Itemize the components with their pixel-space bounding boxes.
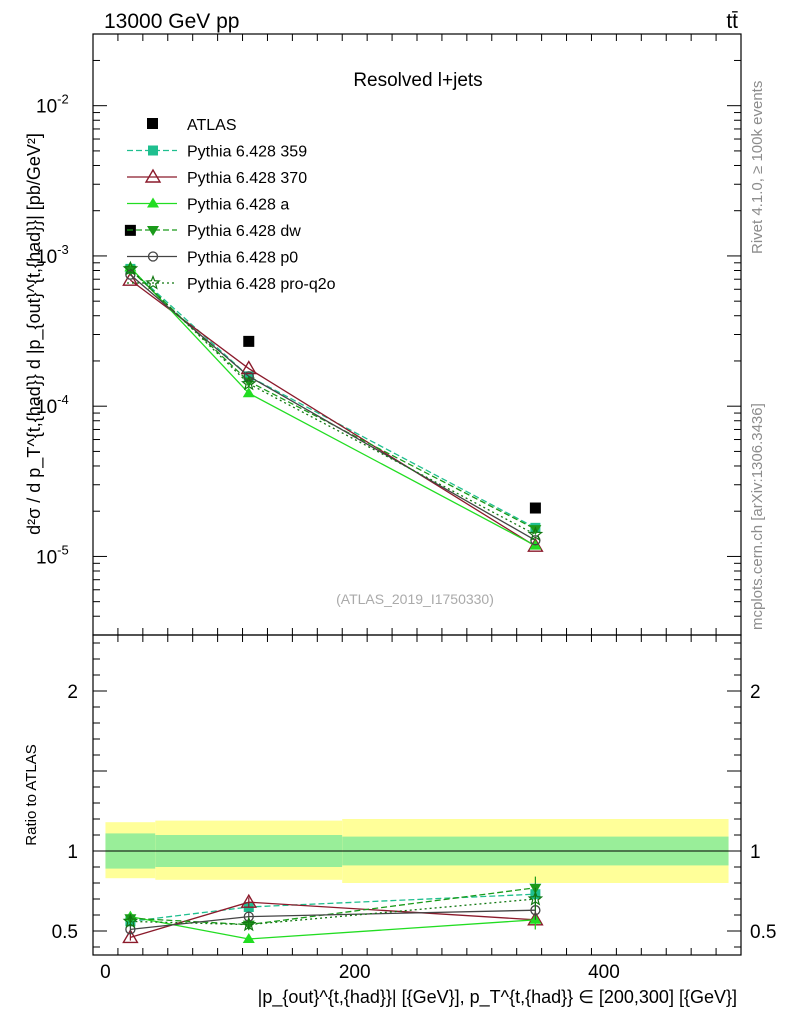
ratio-line-series-5 [130, 898, 536, 926]
ratio-y-tick-label-right-0: 0.5 [750, 922, 776, 943]
uncertainty-bands [105, 819, 729, 883]
main-y-tick-label-2: 10-3 [36, 242, 69, 268]
ratio-y-tick-label-2: 2 [67, 682, 78, 703]
analysis-watermark: (ATLAS_2019_I1750330) [336, 591, 494, 607]
legend-label-3: Pythia 6.428 dw [187, 223, 301, 240]
ratio-y-axis-label: Ratio to ATLAS [23, 744, 40, 845]
main-y-tick-label-3: 10-2 [36, 92, 69, 118]
ratio-y-tick-label-right-1: 1 [750, 842, 761, 863]
legend-marker-3 [147, 226, 159, 236]
ratio-point-series-5-2 [527, 890, 544, 906]
ratio-point-series-2-1 [242, 933, 255, 943]
main-point-series-1-1 [240, 360, 257, 375]
ratio-y-tick-label-right-2: 2 [750, 682, 761, 703]
main-point-series-4-1 [243, 371, 254, 382]
legend-label-4: Pythia 6.428 p0 [187, 250, 298, 267]
main-point-series-3-2 [529, 525, 542, 536]
legend-label-5: Pythia 6.428 pro-q2o [187, 276, 336, 293]
x-tick-label-2: 400 [588, 962, 620, 983]
legend-marker-1 [144, 168, 162, 183]
legend: ATLAS Pythia 6.428 359 Pythia 6.428 370 Pyt… [127, 117, 336, 293]
plot-title: Resolved l+jets [353, 70, 482, 91]
main-point-series-5-0 [122, 260, 139, 276]
axis-ticks: 0 200 400 10-5 10-4 10-3 10-2 0.5 0.5 1 1 2 2 [36, 33, 776, 983]
main-point-series-1-0 [122, 271, 139, 286]
atlas-point-1 [243, 335, 255, 347]
ratio-y-tick-label-1: 1 [67, 842, 78, 863]
ratio-point-series-1-0 [122, 929, 139, 944]
process-label: tt̄ [726, 10, 738, 33]
legend-label-2: Pythia 6.428 a [187, 197, 289, 214]
main-y-tick-label-0: 10-5 [36, 542, 69, 568]
energy-label: 13000 GeV pp [104, 10, 239, 33]
legend-marker-atlas [147, 118, 158, 129]
x-tick-label-0: 0 [100, 962, 111, 983]
x-tick-label-1: 200 [339, 962, 371, 983]
legend-label-atlas: ATLAS [187, 117, 237, 134]
mcplots-label: mcplots.cern.ch [arXiv:1306.3436] [749, 403, 766, 630]
legend-marker-2 [147, 197, 159, 208]
ratio-plot-frame [92, 634, 742, 956]
main-point-series-5-2 [527, 526, 544, 542]
main-y-axis-label: d²σ / d p_T^{t,{had}} d |p_{out}^{t,{had… [24, 133, 45, 535]
main-point-series-5-1 [241, 375, 257, 391]
x-axis-label: |p_{out}^{t,{had}}| [{GeV}], p_T^{t,{had… [258, 987, 737, 1008]
ratio-point-series-5-1 [241, 916, 257, 932]
ratio-y-tick-label-0: 0.5 [52, 922, 78, 943]
atlas-point-2 [529, 502, 541, 514]
main-point-series-2-1 [242, 387, 255, 398]
legend-marker-4 [147, 251, 159, 262]
legend-label-0: Pythia 6.428 359 [187, 144, 307, 161]
legend-marker-0 [148, 145, 158, 156]
ratio-point-series-1-1 [240, 893, 257, 908]
main-y-tick-label-1: 10-4 [36, 392, 69, 418]
ratio-point-series-5-0 [122, 913, 139, 929]
legend-label-1: Pythia 6.428 370 [187, 170, 307, 187]
legend-marker-5 [145, 274, 161, 290]
main-line-series-5 [129, 268, 536, 536]
mc-series-lines [122, 260, 544, 944]
main-point-series-1-2 [527, 537, 544, 552]
rivet-label: Rivet 4.1.0, ≥ 100k events [749, 81, 766, 254]
